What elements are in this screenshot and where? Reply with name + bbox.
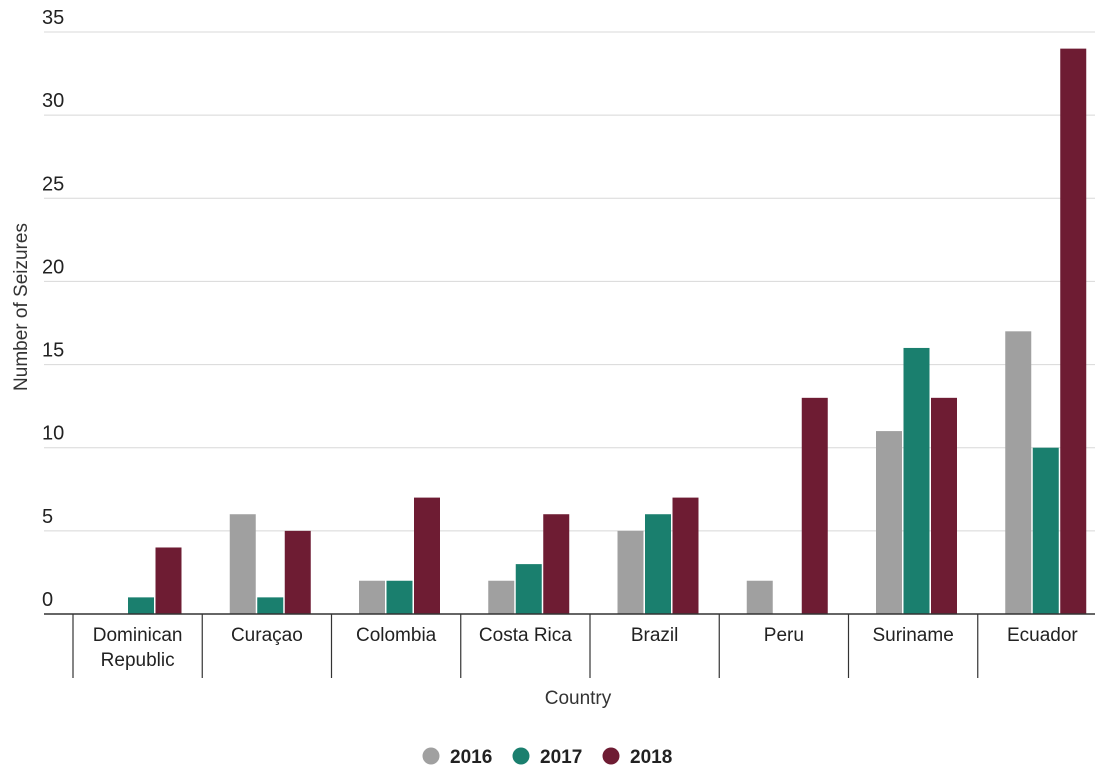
bar-2017 [903,347,930,614]
x-tick-label: Curaçao [231,625,303,646]
bar-2016 [1005,331,1032,614]
x-tick-label: Colombia [356,625,437,646]
x-tick-label: Brazil [631,625,679,646]
y-axis-ticks: 0 5 10 15 20 25 30 35 [42,7,64,611]
y-tick-label: 35 [42,7,64,29]
bar-2018 [1060,48,1087,615]
x-tick-label: Ecuador [1007,625,1078,646]
y-tick-label: 20 [42,256,64,278]
bar-2017 [257,597,284,614]
bar-2018 [931,397,957,614]
bar-2017 [645,514,671,614]
legend-swatch-2017 [512,747,530,765]
x-tick-label-line: Brazil [631,625,679,646]
x-tick-label: Peru [764,625,804,646]
bar-2016 [229,514,256,614]
bar-2018 [543,514,570,614]
y-tick-label: 0 [42,589,53,611]
x-tick-label-line: Suriname [872,625,953,646]
y-tick-label: 30 [42,90,64,112]
bars [128,48,1087,615]
x-axis-title: Country [545,688,612,709]
bar-2017 [1032,447,1059,614]
x-tick-label-line: Colombia [356,625,437,646]
bar-2018 [672,497,699,614]
bar-2016 [876,431,902,614]
bar-2017 [515,564,542,614]
x-tick-label-line: Dominican [93,625,183,646]
legend-label-2017: 2017 [540,747,582,768]
legend-swatch-2018 [602,747,620,765]
legend-swatch-2016 [422,747,440,765]
y-tick-label: 25 [42,173,64,195]
x-tick-label: Costa Rica [479,625,572,646]
legend-label-2018: 2018 [630,747,672,768]
x-tick-label-line: Costa Rica [479,625,572,646]
y-tick-label: 15 [42,340,64,362]
bar-2016 [617,530,644,614]
legend: 2016 2017 2018 [422,747,672,768]
bar-2016 [488,580,515,614]
y-tick-label: 5 [42,506,53,528]
bar-2018 [801,397,828,614]
legend-label-2016: 2016 [450,747,492,768]
y-tick-label: 10 [42,423,64,445]
bar-2018 [414,497,440,614]
y-axis-title: Number of Seizures [11,223,32,391]
bar-2016 [359,580,385,614]
x-tick-label-line: Republic [101,650,175,671]
x-tick-label: Dominican Republic [93,625,183,671]
x-tick-label-line: Curaçao [231,625,303,646]
x-tick-label: Suriname [872,625,953,646]
bar-2017 [386,580,413,614]
bar-2017 [128,597,154,614]
x-tick-label-line: Peru [764,625,804,646]
x-tick-label-line: Ecuador [1007,625,1078,646]
bar-2018 [155,547,182,614]
bar-2018 [284,530,311,614]
gridlines [44,31,1095,532]
x-axis: Dominican Republic Curaçao Colombia Costa Ri… [44,613,1095,678]
bar-2016 [746,580,773,614]
